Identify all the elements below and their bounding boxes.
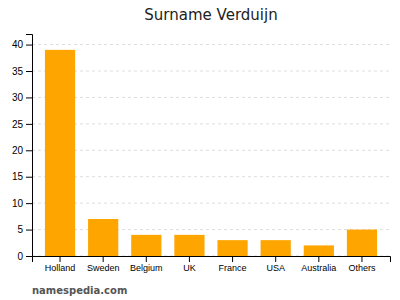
grid-line (32, 150, 390, 151)
y-tick: 0 (17, 251, 32, 262)
bar (261, 240, 291, 256)
y-tick-label: 5 (17, 224, 23, 235)
x-tick-label: Sweden (87, 263, 120, 273)
chart-container: 0 5 10 15 20 25 30 35 40 Holland Sweden Belgium UK Fr… (0, 0, 400, 300)
y-tick-label: 15 (12, 171, 24, 182)
y-tick-mark (26, 203, 32, 204)
bar (88, 219, 118, 256)
x-tick-label: UK (183, 263, 196, 273)
y-axis-line (26, 35, 33, 257)
y-tick-mark (26, 124, 32, 125)
y-tick: 35 (12, 66, 32, 77)
grid-line (32, 229, 390, 230)
y-tick-label: 10 (12, 198, 24, 209)
y-tick-label: 0 (17, 251, 23, 262)
y-tick: 40 (12, 39, 32, 50)
x-tick: France (219, 256, 247, 273)
bar (304, 245, 334, 256)
y-tick-label: 40 (12, 39, 24, 50)
x-tick-label: France (219, 263, 247, 273)
y-tick-mark (26, 256, 32, 257)
y-tick-label: 25 (12, 119, 24, 130)
x-tick-label: Holland (45, 263, 76, 273)
title: Surname Verduijn (144, 6, 277, 24)
x-tick: Australia (301, 256, 336, 273)
bar (174, 235, 204, 256)
y-tick-mark (26, 45, 32, 46)
x-tick: Belgium (130, 256, 163, 273)
y-tick-mark (26, 177, 32, 178)
x-tick-mark (103, 256, 104, 262)
y-tick: 5 (17, 224, 32, 235)
x-axis: Holland Sweden Belgium UK France USA Australia… (33, 256, 391, 273)
x-tick-mark (189, 256, 190, 262)
annotation: namespedia.com (32, 285, 127, 296)
x-tick: Others (348, 256, 376, 273)
y-tick-label: 35 (12, 66, 24, 77)
y-tick-mark (26, 97, 32, 98)
grid-line (32, 44, 390, 45)
y-tick: 25 (12, 119, 32, 130)
y-tick: 10 (12, 198, 32, 209)
grid-line (32, 203, 390, 204)
x-tick-mark (361, 256, 362, 262)
y-tick-mark (26, 230, 32, 231)
bar (347, 230, 377, 256)
grid-line (32, 97, 390, 98)
y-axis: 0 5 10 15 20 25 30 35 40 (12, 35, 33, 262)
grid-line (32, 71, 390, 72)
y-tick: 15 (12, 171, 32, 182)
x-tick-mark (146, 256, 147, 262)
x-tick: USA (266, 256, 285, 273)
y-tick: 20 (12, 145, 32, 156)
bar (45, 50, 75, 256)
x-tick: Holland (45, 256, 76, 273)
x-tick-label: Australia (301, 263, 336, 273)
x-tick-mark (60, 256, 61, 262)
y-tick-label: 30 (12, 92, 24, 103)
x-tick-label: Belgium (130, 263, 163, 273)
bar (217, 240, 247, 256)
grid-line (32, 123, 390, 124)
x-tick-mark (232, 256, 233, 262)
x-tick-label: Others (348, 263, 376, 273)
grid (32, 45, 390, 256)
x-axis-line (33, 257, 391, 263)
y-tick-label: 20 (12, 145, 24, 156)
y-tick: 30 (12, 92, 32, 103)
x-tick-mark (318, 256, 319, 262)
y-tick-mark (26, 71, 32, 72)
y-tick-mark (26, 150, 32, 151)
x-tick-label: USA (266, 263, 285, 273)
bar (131, 235, 161, 256)
bars (45, 50, 377, 256)
x-tick: Sweden (87, 256, 120, 273)
x-tick: UK (183, 256, 196, 273)
x-tick-mark (275, 256, 276, 262)
chart-svg: 0 5 10 15 20 25 30 35 40 Holland Sweden Belgium UK Fr… (0, 0, 400, 300)
grid-line (32, 176, 390, 177)
